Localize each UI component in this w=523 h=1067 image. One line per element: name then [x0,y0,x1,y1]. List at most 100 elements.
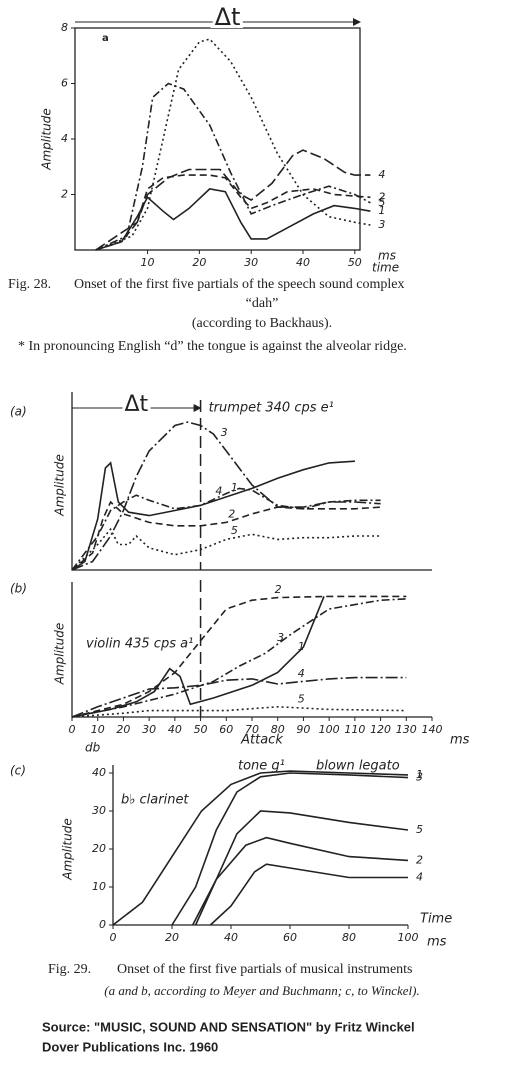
x-tick-label: 140 [422,723,443,736]
y-tick-label: 6 [61,77,68,90]
y-axis-label: Amplitude [53,623,67,686]
annotation: Δt [215,3,241,31]
x-tick-label: 80 [342,931,356,944]
series-line [95,188,371,251]
axes [71,392,432,571]
series-line [71,598,407,718]
plot-frame [74,27,361,251]
x-axis-label: Attack [240,733,283,748]
x-tick-label: 40 [296,256,310,269]
series-label: 4 [416,871,423,884]
panel-label: (a) [10,405,27,419]
y-axis-label: Amplitude [40,108,54,171]
series-line [95,149,371,251]
x-axis-label: Time [420,912,452,927]
instrument: violin 435 cps a¹ [86,637,193,652]
x-tick-label: 100 [319,723,340,736]
panel-label: (c) [10,764,26,778]
series-label: 2 [228,507,235,520]
y-tick-label: 40 [92,766,106,779]
series-label: 5 [378,196,385,209]
series-label: 3 [277,631,284,644]
series-label: 1 [298,640,305,653]
x-tick-label: 110 [344,723,365,736]
footnote: * In pronouncing English “d” the tongue … [18,339,407,354]
x-tick-label: 30 [244,256,258,269]
series-line [71,676,407,718]
y-tick-label: 20 [92,842,106,855]
x-tick-label: 10 [91,723,105,736]
caption-text: (a and b, according to Meyer and Buchman… [104,983,419,998]
series-line [71,421,381,571]
panel-label: a [102,33,109,44]
axes [112,765,408,926]
series-label: 1 [416,768,423,781]
x-unit: ms [450,733,470,748]
caption-label: Fig. 28. [8,277,51,292]
x-tick-label: 20 [192,256,206,269]
series-line [171,772,409,926]
caption-text: “dah” [246,296,279,311]
x-tick-label: 20 [165,931,179,944]
x-unit: ms [378,249,396,263]
x-tick-label: 20 [116,723,130,736]
panel-label: (b) [10,582,27,596]
source: Dover Publications Inc. 1960 [42,1039,218,1054]
series-line [71,527,381,571]
series-line [71,460,355,571]
series-label: 3 [221,426,228,439]
series-label: 4 [378,168,385,181]
y-tick-label: 0 [99,918,106,931]
y-tick-label: 4 [61,132,68,145]
caption-text: (according to Backhaus). [192,316,332,331]
series-line [209,863,408,926]
series-line [191,810,409,926]
series-line [71,595,407,718]
y-tick-label: 8 [61,21,68,34]
series-label: 3 [416,771,423,784]
x-tick-label: 130 [396,723,417,736]
x-unit: ms [427,935,447,950]
note: tone g¹ [238,759,285,774]
series-label: 5 [416,823,423,836]
x-tick-label: 50 [348,256,362,269]
series-line [71,500,381,571]
instrument: trumpet 340 cps e¹ [209,401,334,416]
series-line [71,596,325,718]
x-tick-label: 120 [370,723,391,736]
series-label: 3 [378,218,385,231]
y-unit: db [85,741,101,755]
x-tick-label: 90 [296,723,310,736]
note: b♭ clarinet [121,793,189,808]
x-tick-label: 60 [283,931,297,944]
x-tick-label: 40 [224,931,238,944]
y-tick-label: 30 [92,804,106,817]
y-tick-label: 2 [61,188,68,201]
annotation: Δt [124,392,148,417]
series-label: 2 [275,583,282,596]
x-tick-label: 10 [141,256,155,269]
series-label: 2 [416,853,423,866]
x-tick-label: 70 [245,723,259,736]
y-axis-label: Amplitude [53,454,67,517]
x-tick-label: 0 [110,931,117,944]
caption-label: Fig. 29. [48,962,91,977]
series-label: 4 [298,667,305,680]
series-label: 4 [215,484,222,497]
series-line [71,705,407,718]
caption-text: Onset of the first five partials of the … [74,277,404,292]
series-line [112,770,409,926]
caption-text: Onset of the first five partials of musi… [117,962,413,977]
x-tick-label: 40 [168,723,182,736]
x-tick-label: 0 [69,723,76,736]
y-tick-label: 10 [92,880,106,893]
series-line [71,487,381,571]
series-label: 1 [231,481,238,494]
series-label: 1 [378,204,385,217]
series-line [194,836,409,926]
x-tick-label: 80 [271,723,285,736]
series-label: 5 [298,693,305,706]
x-tick-label: 30 [142,723,156,736]
y-axis-label: Amplitude [61,818,75,881]
